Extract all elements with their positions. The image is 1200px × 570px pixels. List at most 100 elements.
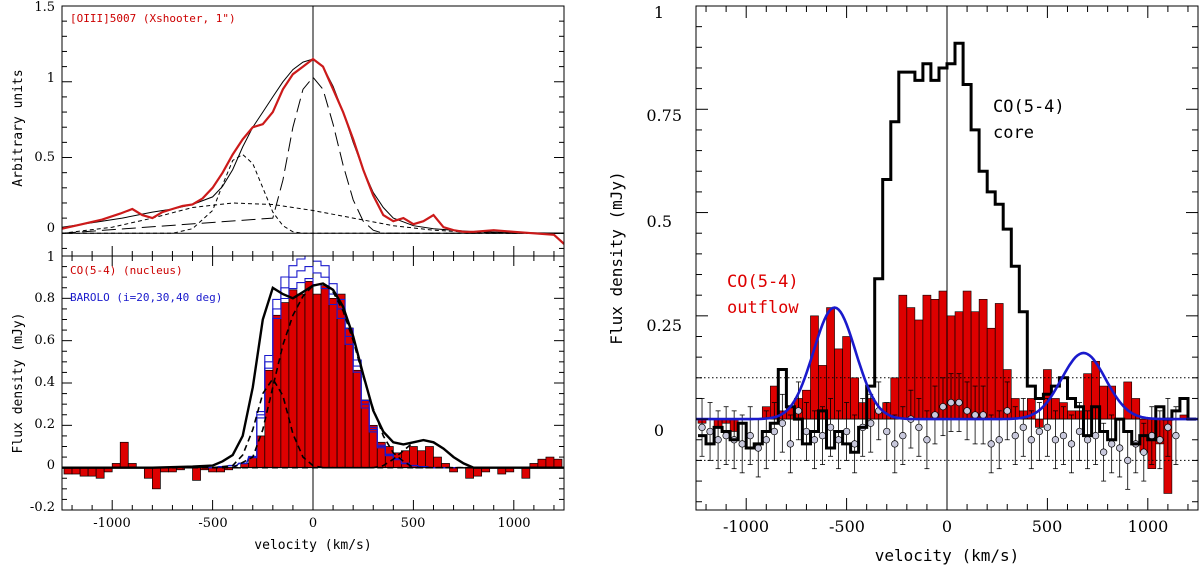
residual-point	[883, 427, 891, 436]
residual-point	[794, 407, 803, 415]
outflow-bar	[994, 303, 1004, 420]
barolo-annotation: BAROLO (i=20,30,40 deg)	[70, 291, 222, 304]
co-nucleus-xtick-label: 500	[401, 516, 426, 531]
residual-point	[1164, 423, 1172, 432]
co-nucleus-ytick-label: 0.2	[34, 417, 55, 432]
co-nucleus-bar	[360, 399, 370, 469]
residual-point	[706, 427, 714, 436]
residual-point	[1019, 423, 1027, 432]
co-core-outflow-xtick-label: -1000	[723, 517, 769, 536]
residual-point	[955, 398, 963, 407]
residual-point	[1156, 436, 1164, 444]
co-nucleus-annotation: CO(5-4) (nucleus)	[70, 264, 183, 277]
co-core-outflow-ytick-label: 0.5	[647, 212, 672, 231]
residual-point	[1099, 448, 1108, 456]
co-nucleus-bar	[521, 467, 531, 479]
residual-point	[786, 440, 795, 448]
outflow-bar	[898, 294, 908, 420]
residual-point	[947, 398, 955, 407]
core-annotation-2: core	[993, 123, 1034, 143]
co-nucleus-bar	[87, 467, 97, 477]
residual-point	[963, 407, 971, 415]
co-core-outflow-ytick-label: 0.75	[646, 106, 682, 125]
outflow-bar	[986, 327, 996, 420]
residual-point	[1108, 440, 1116, 448]
residual-point	[1140, 448, 1148, 456]
residual-point	[1124, 456, 1132, 465]
residual-point	[1003, 407, 1011, 415]
co-nucleus-bar	[320, 285, 330, 469]
residual-point	[722, 431, 730, 440]
residual-point	[931, 411, 939, 419]
residual-point	[1051, 436, 1060, 444]
outflow-annotation: CO(5-4)	[727, 272, 799, 292]
residual-point	[762, 436, 770, 444]
residual-point	[899, 431, 907, 440]
residual-point	[698, 423, 706, 432]
residual-point	[891, 440, 899, 448]
oiii-ylabel: Arbitrary units	[11, 69, 26, 186]
residual-point	[1091, 431, 1100, 440]
co-nucleus-bar	[296, 293, 306, 469]
co-nucleus-bar	[425, 446, 434, 469]
core-spectrum-line	[698, 41, 1196, 454]
co-nucleus-bar	[545, 456, 555, 469]
co-nucleus-bar	[304, 281, 314, 469]
co-nucleus-ticks	[62, 255, 564, 511]
co-nucleus-xlabel: velocity (km/s)	[254, 538, 371, 553]
residual-point	[810, 436, 819, 444]
oiii-data-line	[62, 57, 564, 245]
residual-point	[1083, 436, 1092, 444]
residual-point	[1035, 427, 1044, 436]
co-nucleus-ytick-label: 0	[47, 458, 55, 473]
co-nucleus-bar	[336, 293, 346, 469]
co-nucleus-panel: 1 0.8 0.6 0.4 0.2 0 -0.2 -1000 -500 0 50…	[11, 250, 565, 553]
residual-point	[842, 427, 851, 436]
co-nucleus-ytick-label: 1	[47, 250, 55, 265]
residual-point	[1075, 427, 1084, 436]
co-nucleus-bar	[280, 302, 290, 469]
co-nucleus-fit-comp-red	[62, 439, 564, 469]
co-nucleus-ylabel: Flux density (mJy)	[11, 313, 26, 454]
outflow-bar	[922, 294, 932, 420]
outflow-gaussian-fit	[696, 306, 1198, 421]
co-nucleus-fit-total	[62, 282, 564, 469]
co-nucleus-plot-area	[62, 256, 564, 510]
co-nucleus-bar	[344, 327, 354, 469]
oiii-component-narrow-line	[62, 76, 564, 234]
residual-point	[987, 440, 995, 448]
oiii-ytick-label: 1	[47, 71, 55, 86]
oiii-panel: 1.5 1 0.5 0 Arbitrary units [OIII]5007 (…	[11, 0, 565, 257]
co-nucleus-bar	[328, 297, 338, 469]
residual-point	[867, 419, 875, 427]
residual-point	[778, 419, 786, 427]
residual-point	[770, 427, 778, 436]
co-core-outflow-xtick-label: -500	[829, 517, 865, 536]
oiii-ytick-label: 1.5	[34, 0, 55, 15]
co-core-outflow-xtick-label: 500	[1032, 517, 1063, 536]
co-nucleus-ytick-label: 0.8	[34, 291, 55, 306]
co-nucleus-ytick-label: 0.6	[34, 333, 55, 348]
residual-point	[971, 411, 979, 419]
co-core-outflow-xlabel: velocity (km/s)	[875, 546, 1020, 565]
co-nucleus-bar	[143, 467, 153, 479]
co-core-outflow-xtick-label: 1000	[1128, 517, 1169, 536]
residual-point	[1043, 423, 1052, 432]
co-nucleus-xtick-label: -500	[198, 516, 227, 531]
residual-point	[802, 427, 811, 436]
residual-point	[826, 423, 835, 432]
residual-point	[1027, 436, 1035, 444]
oiii-plot-area	[62, 6, 564, 256]
co-core-outflow-panel: 1 0.75 0.5 0.25 0 -1000 -500 0 500 1000 …	[607, 3, 1199, 565]
co-nucleus-bar	[152, 467, 161, 490]
residual-point	[1011, 431, 1019, 440]
residual-point	[923, 436, 931, 444]
co-core-outflow-plot-area	[696, 6, 1198, 510]
co-nucleus-bar	[537, 458, 547, 469]
residual-point	[1067, 440, 1076, 448]
co-nucleus-bar	[465, 467, 474, 479]
co-core-outflow-ytick-label: 0	[654, 421, 664, 440]
outflow-bar	[850, 377, 859, 420]
co-nucleus-bar	[392, 452, 402, 469]
co-nucleus-bar	[553, 458, 563, 469]
